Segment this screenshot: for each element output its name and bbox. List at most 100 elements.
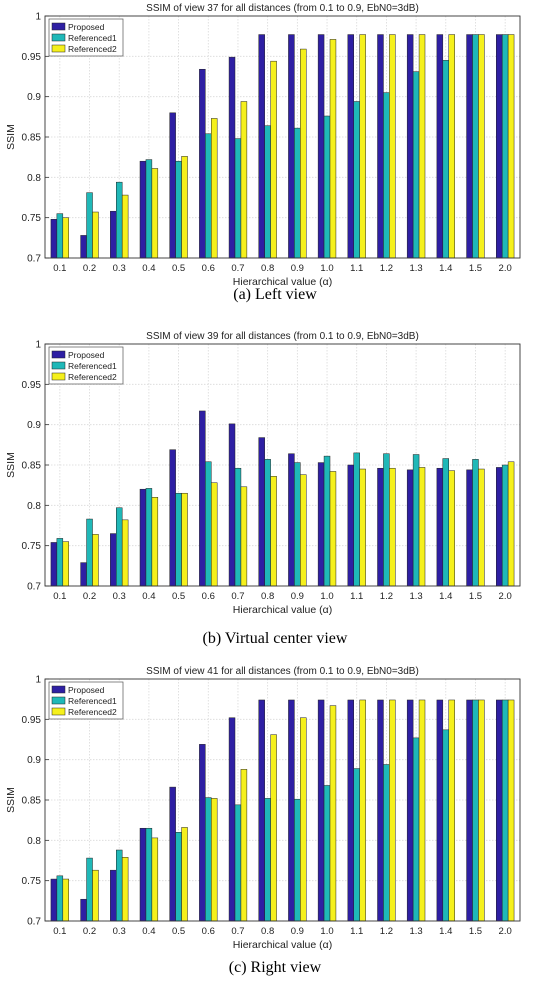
x-tick-label: 1.0 — [320, 591, 333, 602]
bar-referenced1 — [472, 34, 479, 259]
chart-caption: (c) Right view — [228, 959, 322, 976]
y-tick-label: 0.75 — [22, 541, 42, 552]
x-tick-label: 0.8 — [261, 263, 274, 274]
bar-referenced2 — [240, 101, 248, 259]
bar-proposed — [258, 34, 265, 259]
x-tick-label: 0.5 — [172, 926, 185, 937]
bar-referenced2 — [507, 34, 515, 259]
x-tick-label: 1.4 — [439, 926, 452, 937]
bar-proposed — [80, 562, 87, 587]
bar-referenced2 — [62, 541, 69, 587]
bar-referenced2 — [418, 467, 426, 587]
bar-proposed — [110, 210, 117, 259]
x-tick-label: 1.1 — [350, 263, 363, 274]
bar-referenced2 — [270, 476, 277, 587]
bar-referenced1 — [412, 737, 420, 922]
x-tick-label: 1.2 — [380, 591, 393, 602]
bar-referenced1 — [383, 764, 390, 922]
bar-referenced2 — [478, 34, 485, 259]
bar-proposed — [377, 699, 384, 922]
bar-referenced1 — [383, 92, 390, 259]
bar-referenced1 — [175, 832, 182, 922]
bar-proposed — [436, 699, 444, 922]
x-tick-label: 0.1 — [53, 263, 66, 274]
bar-referenced2 — [329, 705, 337, 922]
bar-proposed — [199, 744, 206, 922]
bar-proposed — [80, 898, 87, 922]
x-tick-label: 1.4 — [439, 263, 452, 274]
bar-referenced2 — [211, 482, 218, 587]
legend-swatch — [51, 33, 66, 42]
bar-referenced2 — [151, 168, 159, 259]
bar-proposed — [317, 699, 325, 922]
y-axis-label: SSIM — [5, 452, 17, 478]
bar-proposed — [377, 34, 384, 259]
bar-proposed — [199, 410, 206, 587]
bar-referenced2 — [181, 156, 188, 259]
bar-referenced1 — [145, 827, 153, 922]
bar-referenced1 — [264, 125, 271, 259]
legend-swatch — [51, 361, 66, 370]
legend-label: Referenced2 — [68, 372, 117, 382]
chart-panel-left-view: 0.7 0.75 0.8 0.85 0.9 0.95 1 0.1 0.2 0.3 0.4 0.5 0.6… — [0, 0, 550, 328]
bar-referenced1 — [175, 492, 182, 587]
bar-proposed — [347, 464, 354, 587]
x-tick-label: 0.3 — [113, 263, 126, 274]
bar-referenced2 — [181, 827, 188, 922]
bar-proposed — [436, 34, 444, 259]
bar-referenced2 — [62, 217, 69, 259]
bar-referenced2 — [418, 699, 426, 922]
bar-referenced2 — [389, 34, 396, 259]
bar-referenced1 — [353, 452, 360, 587]
bar-referenced1 — [472, 699, 479, 922]
legend-label: Proposed — [68, 685, 105, 695]
bar-referenced2 — [329, 471, 337, 587]
chart-caption: (b) Virtual center view — [202, 630, 348, 647]
x-tick-label: 2.0 — [499, 926, 512, 937]
bar-proposed — [347, 699, 354, 922]
bar-proposed — [169, 449, 176, 587]
x-tick-label: 0.2 — [83, 926, 96, 937]
chart-title: SSIM of view 39 for all distances (from … — [146, 331, 419, 342]
bar-referenced1 — [145, 488, 153, 587]
y-axis-label: SSIM — [5, 787, 17, 813]
bar-referenced1 — [294, 798, 301, 922]
bar-referenced1 — [264, 798, 271, 922]
x-tick-label: 1.0 — [320, 926, 333, 937]
bar-proposed — [199, 68, 206, 259]
bar-referenced1 — [294, 462, 301, 587]
bar-referenced1 — [86, 857, 93, 922]
legend-swatch — [51, 350, 66, 359]
bar-referenced2 — [448, 470, 455, 587]
bar-referenced2 — [418, 34, 426, 259]
bar-referenced2 — [211, 118, 218, 259]
legend-swatch — [51, 44, 66, 53]
bar-referenced1 — [264, 459, 271, 587]
y-tick-label: 1 — [35, 340, 41, 351]
bar-referenced1 — [56, 538, 64, 587]
bar-referenced2 — [151, 497, 159, 587]
bar-referenced2 — [359, 699, 366, 922]
bar-proposed — [317, 462, 325, 587]
bar-referenced2 — [121, 519, 129, 587]
bar-referenced1 — [234, 467, 242, 587]
x-axis-label: Hierarchical value (α) — [233, 276, 332, 288]
y-tick-label: 1 — [35, 12, 41, 23]
x-tick-label: 0.7 — [231, 926, 244, 937]
bar-referenced1 — [234, 138, 242, 259]
legend-label: Referenced1 — [68, 33, 117, 43]
chart-title: SSIM of view 37 for all distances (from … — [146, 3, 419, 14]
bar-referenced2 — [92, 534, 99, 587]
bar-proposed — [50, 878, 58, 922]
y-tick-label: 0.95 — [22, 52, 42, 63]
x-tick-label: 0.6 — [202, 263, 215, 274]
bar-referenced1 — [323, 115, 331, 259]
y-tick-label: 1 — [35, 675, 41, 686]
x-tick-label: 0.5 — [172, 591, 185, 602]
bar-proposed — [288, 34, 295, 259]
x-tick-label: 1.5 — [469, 263, 482, 274]
axes-frame — [44, 678, 521, 922]
bar-referenced1 — [501, 699, 509, 922]
legend-label: Referenced1 — [68, 361, 117, 371]
legend-swatch — [51, 696, 66, 705]
